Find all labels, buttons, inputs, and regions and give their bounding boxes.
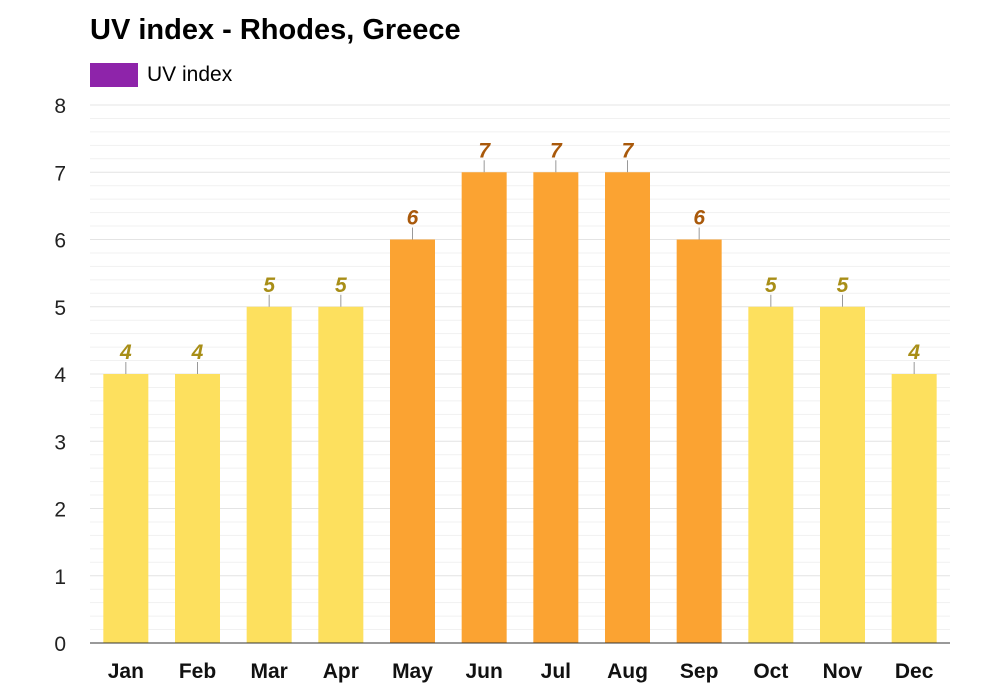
data-label: 6	[693, 207, 705, 230]
bar-feb	[175, 374, 220, 643]
y-tick-label: 7	[54, 162, 66, 185]
y-tick-label: 4	[54, 364, 66, 387]
bar-jul	[533, 172, 579, 643]
y-tick-label: 0	[54, 633, 66, 656]
bar-mar	[246, 306, 292, 643]
y-tick-label: 5	[54, 297, 66, 320]
data-label: 5	[335, 274, 347, 297]
x-tick-label: Sep	[680, 660, 719, 683]
bar-jan	[103, 374, 149, 643]
chart-title: UV index - Rhodes, Greece	[90, 14, 461, 46]
data-label: 4	[907, 341, 920, 364]
bar-jun	[461, 172, 507, 643]
bar-nov	[820, 306, 865, 643]
data-label: 5	[765, 274, 777, 297]
bar-oct	[748, 306, 794, 643]
bar-apr	[318, 306, 364, 643]
x-tick-label: Nov	[823, 660, 863, 683]
data-label: 7	[550, 139, 563, 162]
y-tick-label: 8	[54, 95, 66, 118]
x-tick-label: Jul	[541, 660, 571, 683]
data-label: 4	[119, 341, 132, 364]
data-label: 4	[191, 341, 204, 364]
x-tick-label: May	[392, 660, 433, 683]
bar-aug	[605, 172, 650, 643]
data-label: 5	[263, 274, 275, 297]
x-tick-label: Jun	[465, 660, 502, 683]
y-tick-label: 1	[54, 566, 66, 589]
x-tick-label: Aug	[607, 660, 648, 683]
data-label: 6	[407, 207, 419, 230]
x-tick-label: Dec	[895, 660, 934, 683]
x-tick-label: Feb	[179, 660, 216, 683]
data-label: 5	[837, 274, 849, 297]
bar-may	[390, 239, 435, 643]
legend-swatch	[90, 63, 138, 87]
y-tick-label: 3	[54, 431, 66, 454]
legend-label: UV index	[147, 63, 233, 86]
data-label: 7	[622, 139, 635, 162]
x-tick-label: Apr	[323, 660, 359, 683]
x-tick-label: Mar	[250, 660, 287, 683]
bar-sep	[676, 239, 722, 643]
bar-dec	[891, 374, 937, 643]
data-label: 7	[478, 139, 491, 162]
x-tick-label: Jan	[108, 660, 144, 683]
x-tick-label: Oct	[753, 660, 788, 683]
y-tick-label: 6	[54, 230, 66, 253]
y-tick-label: 2	[54, 499, 66, 522]
legend: UV index	[90, 62, 232, 88]
